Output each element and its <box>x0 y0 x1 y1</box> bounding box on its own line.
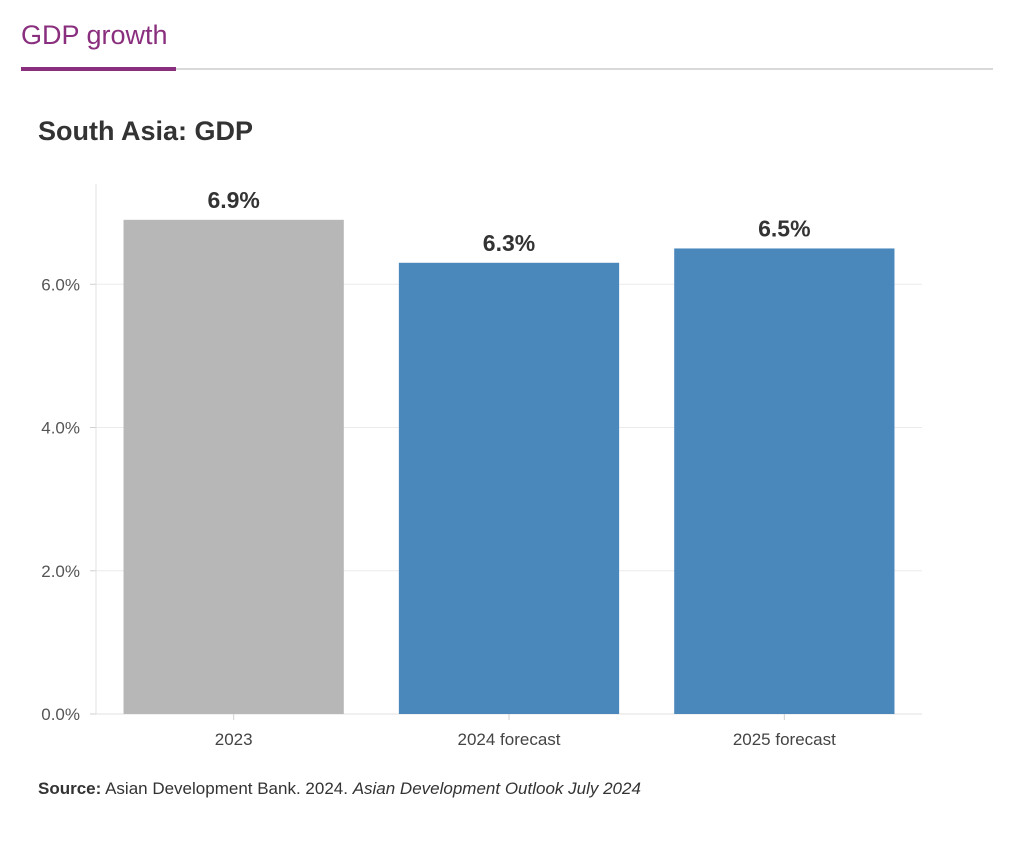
bar <box>398 262 620 714</box>
source-note: Source: Asian Development Bank. 2024. As… <box>38 779 641 799</box>
data-label: 6.3% <box>483 230 535 256</box>
tab-gdp-growth[interactable]: GDP growth <box>21 20 168 50</box>
bar <box>123 219 344 715</box>
tab-bar-divider <box>21 68 993 70</box>
chart-title: South Asia: GDP <box>38 116 254 146</box>
x-tick-label: 2025 forecast <box>733 730 836 749</box>
bar <box>674 248 895 714</box>
y-tick-label: 2.0% <box>41 562 80 581</box>
tab-active-indicator <box>21 67 176 71</box>
y-tick-label: 0.0% <box>41 705 80 724</box>
x-tick-label: 2023 <box>215 730 253 749</box>
label-layer: 6.9% 2023 6.3% 2024 forecast 6.5% 2025 foreca… <box>207 187 836 749</box>
y-tick-label: 4.0% <box>41 419 80 438</box>
bar-chart: 0.0% 2.0% 4.0% 6.0% 6.9% 2023 6.3% 2024 foreca… <box>41 184 922 749</box>
x-tick-label: 2024 forecast <box>457 730 560 749</box>
data-label: 6.5% <box>758 215 810 241</box>
source-label: Source: <box>38 779 102 798</box>
source-text: Asian Development Bank. 2024. <box>101 779 353 798</box>
tab-bar: GDP growth <box>21 0 993 72</box>
bar-layer <box>123 219 895 715</box>
data-label: 6.9% <box>207 187 259 213</box>
y-tick-label: 6.0% <box>41 275 80 294</box>
source-publication: Asian Development Outlook July 2024 <box>352 779 641 798</box>
